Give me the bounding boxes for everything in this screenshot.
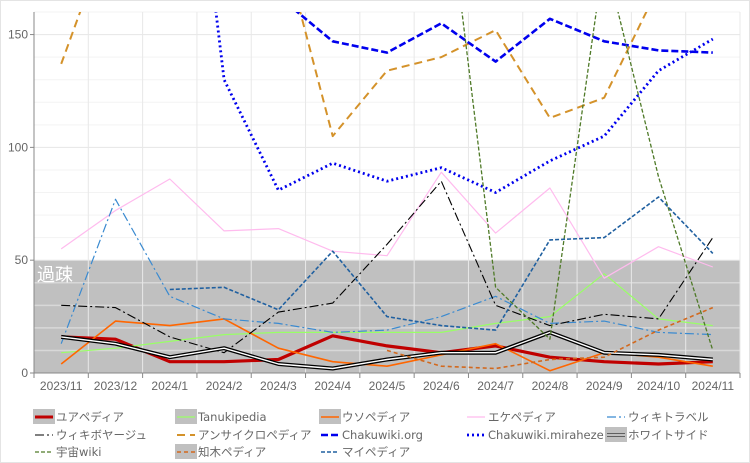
series-line-11 bbox=[386, 306, 714, 370]
series-line-7 bbox=[295, 12, 713, 63]
legend-label: Chakuwiki.org bbox=[342, 428, 423, 442]
legend-label: ウィキトラベル bbox=[628, 410, 709, 424]
legend-item: Chakuwiki.org bbox=[321, 428, 423, 442]
legend-item: ウィキボヤージュ bbox=[35, 428, 147, 442]
legend-label: 宇宙wiki bbox=[56, 445, 101, 459]
legend-label: アンサイクロペディア bbox=[198, 428, 312, 442]
legend-item: マイペディア bbox=[321, 445, 410, 459]
legend-item: ユアペディア bbox=[33, 409, 124, 424]
grid bbox=[34, 11, 741, 373]
x-tick-label: 2024/8 bbox=[532, 379, 569, 393]
series-line-1 bbox=[61, 273, 713, 354]
series-lines bbox=[60, 12, 714, 372]
y-tick-label: 100 bbox=[8, 140, 28, 154]
band-label: 過疎 bbox=[37, 265, 73, 286]
legend-item: Tanukipedia bbox=[175, 409, 267, 424]
legend-item: ホワイトサイド bbox=[605, 427, 709, 442]
legend-item: 知木ペディア bbox=[175, 444, 266, 459]
legend-label: Chakuwiki.miraheze bbox=[488, 428, 604, 442]
x-tick-label: 2024/1 bbox=[151, 379, 188, 393]
legend-label: 知木ペディア bbox=[198, 445, 266, 459]
legend-label: ユアペディア bbox=[56, 410, 124, 424]
legend-label: Tanukipedia bbox=[197, 410, 267, 424]
axes: 0 50 100 150 2023/11 2023/12 2024/1 2024/2 2024/… bbox=[8, 12, 741, 393]
series-line-10 bbox=[461, 12, 714, 351]
y-tick-label: 150 bbox=[8, 28, 28, 42]
x-tick-label: 2024/3 bbox=[260, 379, 297, 393]
series-line-0 bbox=[61, 334, 713, 366]
x-tick-label: 2024/2 bbox=[206, 379, 243, 393]
legend-label: ウィキボヤージュ bbox=[56, 428, 147, 442]
legend-label: マイペディア bbox=[342, 445, 410, 459]
legend-label: エケペディア bbox=[488, 410, 556, 424]
legend-item: ウソペディア bbox=[319, 409, 410, 424]
series-line-6 bbox=[60, 12, 648, 138]
x-tick-label: 2023/11 bbox=[40, 379, 83, 393]
series-line-8 bbox=[214, 12, 714, 194]
series-line-4 bbox=[60, 198, 713, 344]
legend: ユアペディア Tanukipedia ウソペディア エケペディア ウィキトラベルウィキボ… bbox=[33, 409, 709, 459]
x-tick-label: 2024/10 bbox=[637, 379, 681, 393]
x-tick-label: 2024/5 bbox=[369, 379, 406, 393]
x-tick-label: 2024/7 bbox=[477, 379, 514, 393]
x-tick-label: 2024/4 bbox=[314, 379, 351, 393]
legend-item: 宇宙wiki bbox=[35, 445, 101, 459]
series-line-5 bbox=[61, 180, 714, 354]
x-tick-label: 2024/9 bbox=[586, 379, 623, 393]
y-tick-label: 0 bbox=[21, 366, 28, 380]
x-tick-label: 2023/12 bbox=[94, 379, 138, 393]
legend-item: ウィキトラベル bbox=[607, 410, 709, 424]
legend-item: アンサイクロペディア bbox=[177, 428, 312, 442]
x-tick-label: 2024/11 bbox=[692, 379, 735, 393]
y-tick-label: 50 bbox=[15, 253, 29, 267]
series-line-12 bbox=[169, 196, 714, 331]
legend-label: ウソペディア bbox=[342, 410, 410, 424]
legend-label: ホワイトサイド bbox=[628, 428, 709, 442]
series-line-3 bbox=[60, 171, 714, 279]
legend-item: Chakuwiki.miraheze bbox=[467, 428, 604, 442]
x-tick-label: 2024/6 bbox=[423, 379, 460, 393]
legend-item: エケペディア bbox=[467, 410, 556, 424]
series-line-9 bbox=[61, 331, 713, 370]
